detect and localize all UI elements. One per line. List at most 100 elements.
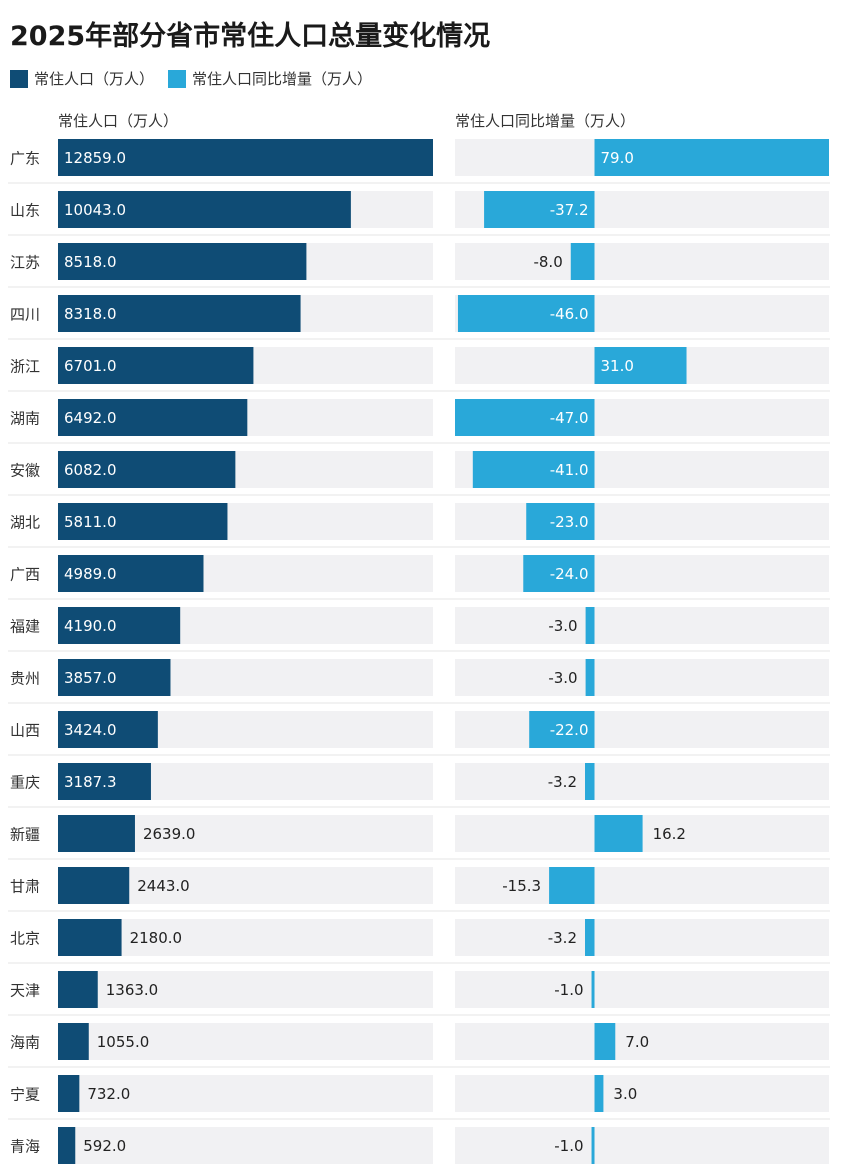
increase-track: [455, 971, 829, 1008]
increase-value-label: -23.0: [550, 513, 589, 531]
category-label: 广西: [10, 566, 40, 584]
category-label: 山东: [10, 202, 40, 220]
increase-bar: [526, 503, 595, 540]
increase-value-label: -47.0: [550, 409, 589, 427]
increase-value-label: -37.2: [550, 201, 589, 219]
population-value-label: 4190.0: [64, 617, 117, 635]
increase-bar: [585, 919, 595, 956]
legend-label-population: 常住人口（万人）: [34, 70, 155, 88]
population-track: [58, 1075, 433, 1112]
increase-bar: [484, 191, 595, 228]
population-track: [58, 971, 433, 1008]
increase-value-label: 3.0: [613, 1085, 637, 1103]
increase-track: [455, 763, 829, 800]
population-bar: [58, 243, 307, 280]
population-value-label: 732.0: [87, 1085, 130, 1103]
increase-track: [455, 1075, 829, 1112]
increase-value-label: 16.2: [653, 825, 686, 843]
increase-track: [455, 919, 829, 956]
increase-value-label: -3.0: [548, 669, 577, 687]
increase-bar: [523, 555, 595, 592]
legend-item-increase: 常住人口同比增量（万人）: [168, 68, 372, 89]
legend: 常住人口（万人） 常住人口同比增量（万人）: [10, 68, 386, 89]
category-label: 重庆: [10, 774, 40, 792]
increase-value-label: -22.0: [550, 721, 589, 739]
increase-bar: [529, 711, 595, 748]
population-value-label: 3424.0: [64, 721, 117, 739]
population-bar: [58, 1075, 80, 1112]
population-bar: [58, 867, 130, 904]
population-bar: [58, 815, 135, 852]
increase-bar: [594, 815, 643, 852]
population-value-label: 4989.0: [64, 565, 117, 583]
category-label: 浙江: [10, 358, 40, 376]
increase-value-label: 31.0: [601, 357, 634, 375]
population-value-label: 2443.0: [137, 877, 190, 895]
category-label: 广东: [10, 150, 40, 168]
population-bar: [58, 399, 248, 436]
increase-bar: [455, 399, 595, 436]
population-bar: [58, 139, 433, 176]
population-track: [58, 1023, 433, 1060]
increase-value-label: -3.2: [548, 773, 577, 791]
category-label: 甘肃: [10, 878, 40, 896]
increase-value-label: -15.3: [502, 877, 541, 895]
category-label: 北京: [10, 930, 40, 948]
increase-value-label: -1.0: [554, 981, 583, 999]
population-value-label: 1055.0: [97, 1033, 150, 1051]
increase-value-label: -46.0: [550, 305, 589, 323]
population-value-label: 3857.0: [64, 669, 117, 687]
population-bar: [58, 659, 171, 696]
increase-value-label: -24.0: [550, 565, 589, 583]
population-value-label: 592.0: [83, 1137, 126, 1155]
category-label: 海南: [10, 1034, 40, 1052]
increase-value-label: -3.2: [548, 929, 577, 947]
increase-bar: [585, 659, 595, 696]
increase-track: [455, 1127, 829, 1164]
increase-value-label: -3.0: [548, 617, 577, 635]
right-panel-label: 常住人口同比增量（万人）: [455, 112, 636, 130]
category-label: 宁夏: [10, 1086, 40, 1104]
population-value-label: 3187.3: [64, 773, 117, 791]
population-track: [58, 1127, 433, 1164]
population-bar: [58, 919, 122, 956]
population-bar: [58, 763, 151, 800]
category-label: 贵州: [10, 670, 40, 688]
population-value-label: 2180.0: [130, 929, 183, 947]
increase-bar: [594, 1023, 616, 1060]
increase-value-label: -8.0: [533, 253, 562, 271]
category-label: 天津: [10, 982, 40, 1000]
population-value-label: 8518.0: [64, 253, 117, 271]
category-label: 湖南: [10, 410, 40, 428]
population-value-label: 6082.0: [64, 461, 117, 479]
increase-bar: [585, 763, 595, 800]
category-label: 江苏: [10, 254, 40, 272]
left-panel-label: 常住人口（万人）: [58, 112, 179, 130]
population-value-label: 12859.0: [64, 149, 126, 167]
increase-track: [455, 867, 829, 904]
category-label: 湖北: [10, 514, 40, 532]
population-bar: [58, 1023, 89, 1060]
increase-track: [455, 659, 829, 696]
category-label: 新疆: [10, 826, 40, 844]
increase-bar: [594, 139, 829, 176]
increase-bar: [591, 1127, 595, 1164]
population-value-label: 2639.0: [143, 825, 196, 843]
increase-track: [455, 607, 829, 644]
increase-bar: [594, 347, 687, 384]
population-bar: [58, 607, 181, 644]
population-bar: [58, 451, 236, 488]
increase-bar: [570, 243, 595, 280]
legend-item-population: 常住人口（万人）: [10, 68, 154, 89]
increase-track: [455, 1023, 829, 1060]
increase-bar: [472, 451, 595, 488]
population-bar: [58, 1127, 76, 1164]
increase-bar: [585, 607, 595, 644]
population-bar: [58, 711, 158, 748]
legend-label-increase: 常住人口同比增量（万人）: [192, 70, 373, 88]
category-label: 安徽: [10, 462, 40, 480]
increase-bar: [457, 295, 595, 332]
increase-track: [455, 243, 829, 280]
population-value-label: 10043.0: [64, 201, 126, 219]
